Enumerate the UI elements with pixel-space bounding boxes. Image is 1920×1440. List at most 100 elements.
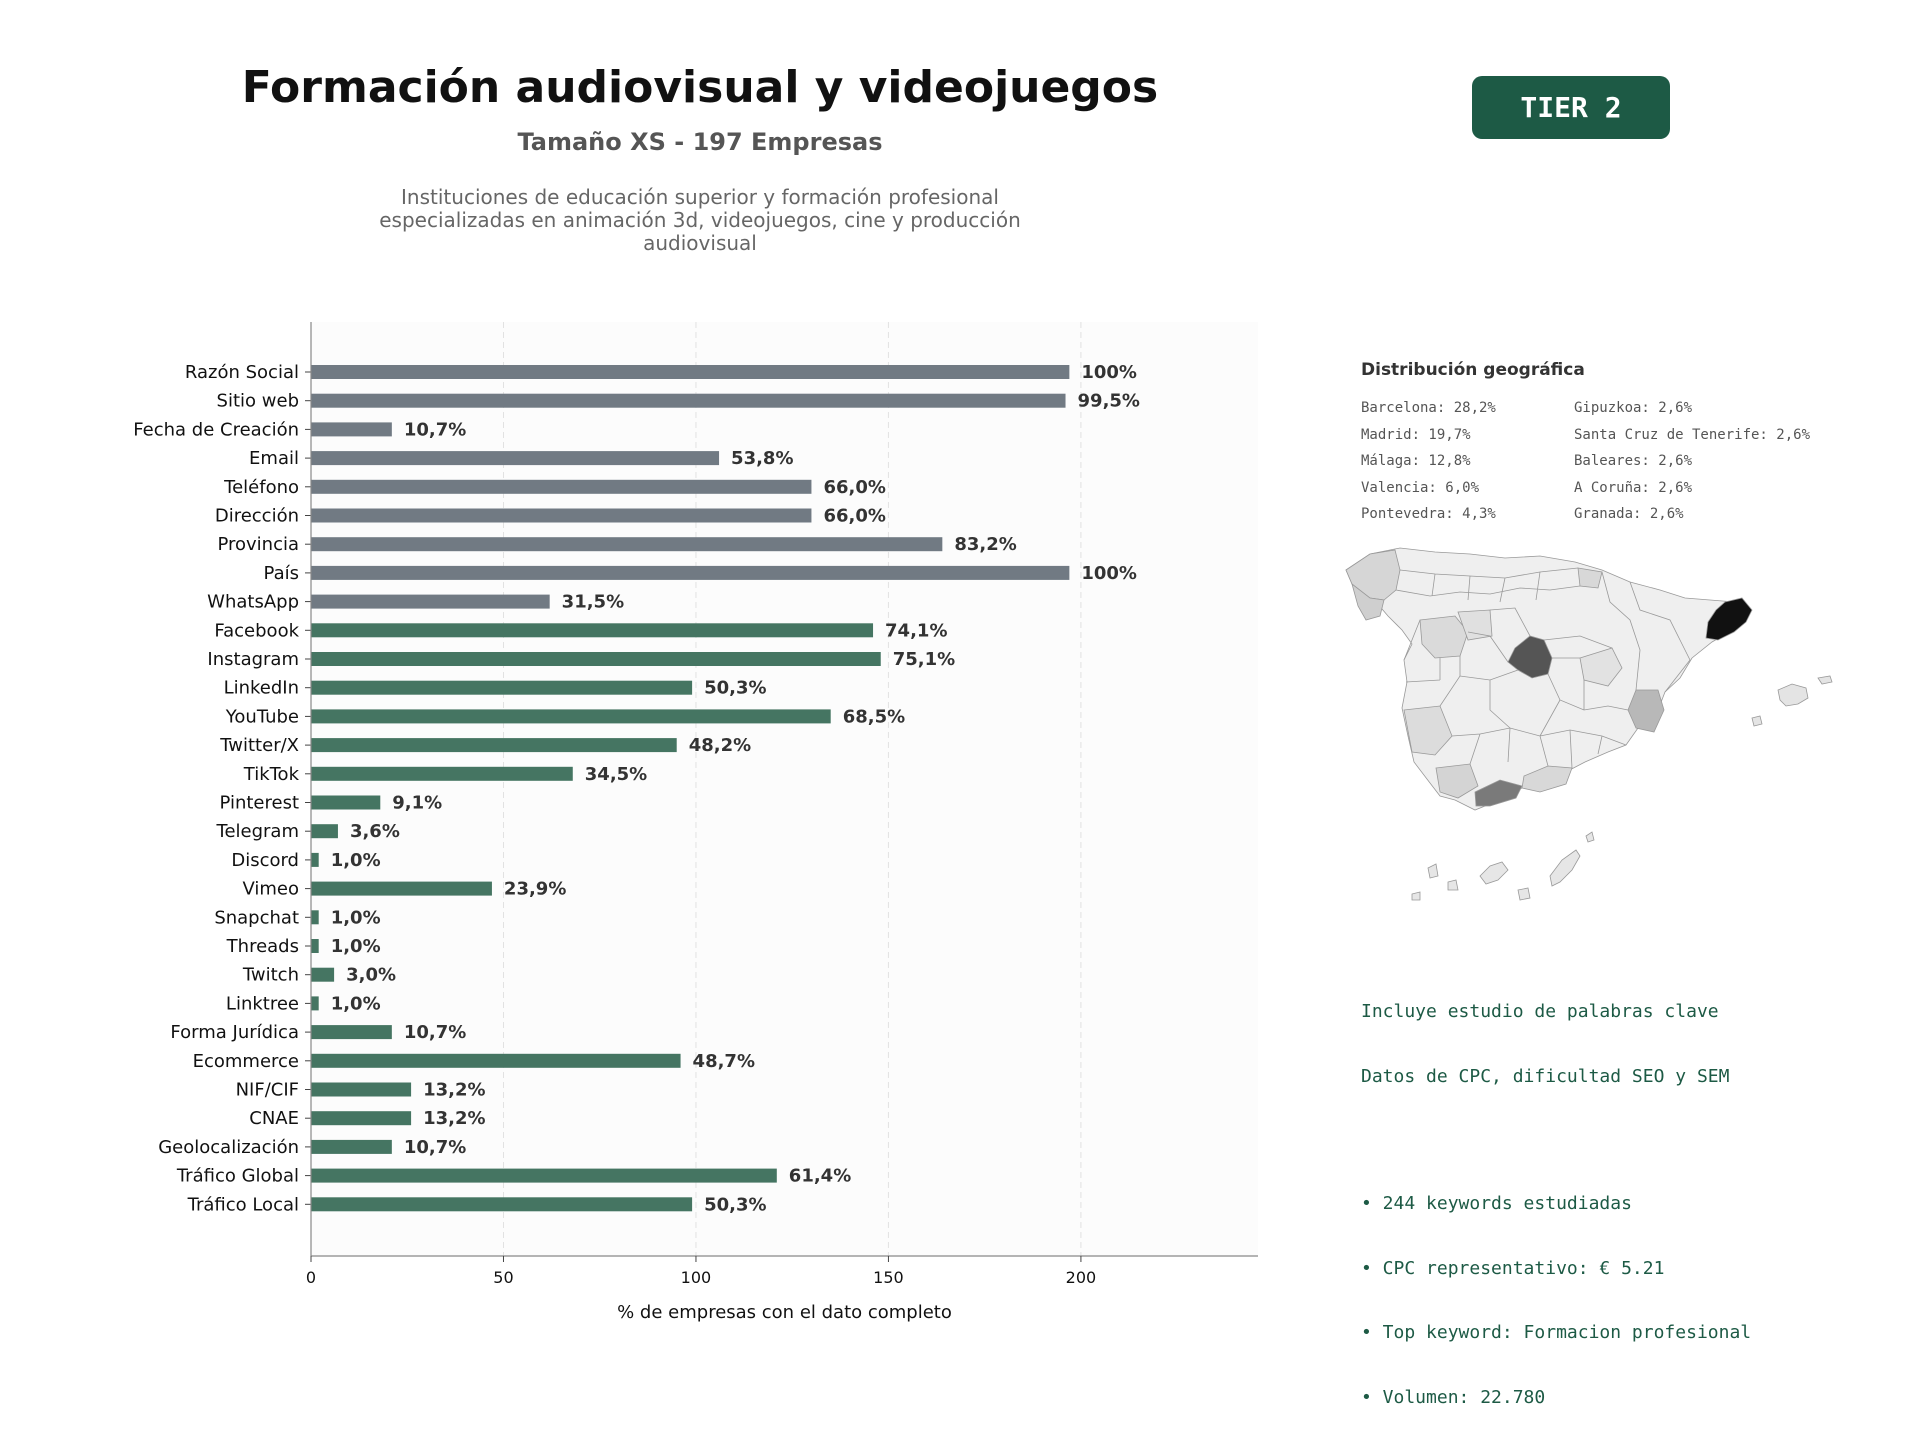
category-label: Discord [231,850,299,871]
map-region-pontevedra [1351,582,1385,621]
geo-item: Pontevedra: 4,3% [1361,506,1496,522]
bar [311,1082,412,1097]
keywords-bullet: • Volumen: 22.780 [1361,1386,1546,1408]
value-label: 50,3% [704,1194,766,1215]
bar [311,967,335,982]
category-label: Email [249,448,299,469]
bar [311,680,693,695]
value-label: 1,0% [331,907,381,928]
value-label: 74,1% [885,620,947,641]
category-label: Snapchat [214,907,299,928]
value-label: 66,0% [823,477,885,498]
geo-item: Santa Cruz de Tenerife: 2,6% [1574,426,1811,443]
value-label: 66,0% [823,506,885,527]
map-region-central [1579,647,1623,687]
map-region-salamanca [1457,609,1493,641]
map-balearic-menorca [1817,675,1833,685]
geo-item: Madrid: 19,7% [1361,426,1471,443]
category-label: TikTok [243,764,300,785]
spain-map [1345,547,1833,901]
bar [311,1111,412,1126]
category-label: Facebook [214,620,299,641]
geo-item: Baleares: 2,6% [1574,453,1693,469]
bar [311,508,812,523]
value-label: 10,7% [404,1022,466,1043]
value-label: 23,9% [504,879,566,900]
geo-item: Granada: 2,6% [1574,506,1684,522]
map-region-barcelona [1705,597,1753,641]
value-label: 3,6% [350,821,400,842]
bar [311,795,381,810]
value-label: 9,1% [392,793,442,814]
geo-item: Valencia: 6,0% [1361,479,1480,496]
bar [311,537,943,552]
keywords-panel: Incluye estudio de palabras clave Datos … [1361,958,1751,1430]
geo-item: Barcelona: 28,2% [1361,400,1496,416]
value-label: 75,1% [893,649,955,670]
category-label: Pinterest [219,793,299,814]
value-label: 53,8% [731,448,793,469]
value-label: 100% [1081,563,1137,584]
bar [311,824,338,839]
x-tick-label: 200 [1066,1268,1097,1287]
value-label: 100% [1081,362,1137,383]
value-label: 1,0% [331,993,381,1014]
category-label: Linktree [226,993,299,1014]
bar [311,1139,392,1154]
description-line: especializadas en animación 3d, videojue… [379,208,1021,232]
description-line: audiovisual [643,231,757,255]
category-label: NIF/CIF [236,1080,299,1101]
value-label: 61,4% [789,1166,851,1187]
description-line: Instituciones de educación superior y fo… [401,185,999,209]
bar [311,939,319,953]
bar [311,881,492,896]
category-label: WhatsApp [207,592,299,613]
description: Instituciones de educación superior y fo… [350,186,1050,255]
category-label: Provincia [217,534,299,555]
map-region-gipuzkoa [1577,567,1603,589]
category-label: Tráfico Local [187,1194,299,1215]
category-label: YouTube [225,706,299,727]
category-label: País [264,563,299,584]
category-label: Ecommerce [193,1051,299,1072]
value-label: 10,7% [404,1137,466,1158]
bar [311,451,720,466]
bar [311,652,881,666]
bar [311,1197,693,1212]
spacer [1361,1130,1751,1150]
value-label: 13,2% [423,1080,485,1101]
map-balearic-mallorca [1777,683,1809,707]
category-label: Vimeo [242,879,299,900]
page-title: Formación audiovisual y videojuegos [241,62,1159,113]
category-label: LinkedIn [224,678,299,699]
bar-chart: Razón Social 100% Sitio web 99,5% Fecha de C… [133,322,1258,1323]
geo-column-right: Gipuzkoa: 2,6% Santa Cruz de Tenerife: 2… [1574,398,1810,531]
bar [311,910,319,925]
geo-item: Málaga: 12,8% [1361,453,1471,469]
category-label: Sitio web [217,391,299,412]
bar [311,1025,392,1040]
plot-area [311,322,1258,1256]
map-borders [1395,567,1691,769]
map-balearic-ibiza [1751,715,1763,727]
category-label: Dirección [215,506,299,527]
category-label: Instagram [207,649,299,670]
category-label: Twitter/X [219,735,299,756]
geo-item: Gipuzkoa: 2,6% [1574,400,1693,416]
bar [311,623,874,638]
category-label: CNAE [249,1108,299,1129]
value-label: 1,0% [331,936,381,957]
category-label: Telegram [216,821,299,842]
category-label: Fecha de Creación [133,419,299,440]
bar [311,422,392,437]
geo-item: A Coruña: 2,6% [1574,479,1693,496]
tier-badge: TIER 2 [1472,76,1670,139]
value-label: 1,0% [331,850,381,871]
bar [311,594,550,609]
value-label: 48,2% [689,735,751,756]
x-tick-label: 100 [681,1268,712,1287]
page-subtitle: Tamaño XS - 197 Empresas [517,128,883,156]
value-label: 50,3% [704,678,766,699]
bar [311,852,319,867]
bar [311,1168,777,1183]
